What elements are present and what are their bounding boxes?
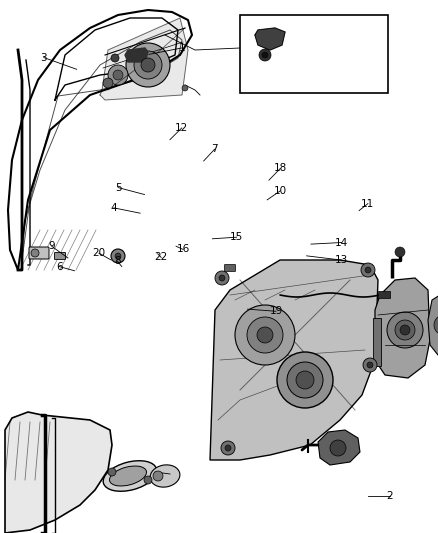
Text: 18: 18: [274, 164, 287, 173]
Circle shape: [113, 70, 123, 80]
Circle shape: [287, 362, 323, 398]
Text: 12: 12: [175, 123, 188, 133]
Text: 8: 8: [114, 256, 121, 266]
Polygon shape: [318, 430, 360, 465]
Circle shape: [400, 325, 410, 335]
Circle shape: [262, 52, 268, 58]
Circle shape: [296, 371, 314, 389]
Ellipse shape: [150, 465, 180, 487]
Circle shape: [103, 78, 113, 88]
Circle shape: [182, 85, 188, 91]
Text: 11: 11: [361, 199, 374, 208]
Text: 22: 22: [155, 253, 168, 262]
Circle shape: [219, 275, 225, 281]
Circle shape: [141, 58, 155, 72]
Text: 14: 14: [335, 238, 348, 247]
Text: 2: 2: [386, 491, 393, 500]
Text: 10: 10: [274, 186, 287, 196]
Text: 16: 16: [177, 245, 190, 254]
Text: 7: 7: [211, 144, 218, 154]
Text: 19: 19: [269, 306, 283, 316]
Circle shape: [126, 43, 170, 87]
Circle shape: [144, 476, 152, 484]
Circle shape: [134, 51, 162, 79]
Polygon shape: [255, 28, 285, 50]
Text: 5: 5: [115, 183, 122, 192]
Circle shape: [363, 358, 377, 372]
Circle shape: [395, 247, 405, 257]
Circle shape: [31, 249, 39, 257]
Circle shape: [225, 445, 231, 451]
Text: 3: 3: [40, 53, 47, 62]
Polygon shape: [210, 260, 378, 460]
Polygon shape: [125, 48, 148, 62]
Bar: [373, 318, 381, 366]
Ellipse shape: [110, 466, 146, 486]
Circle shape: [153, 471, 163, 481]
Text: 15: 15: [230, 232, 243, 242]
Circle shape: [259, 49, 271, 61]
Circle shape: [221, 441, 235, 455]
Circle shape: [387, 312, 423, 348]
Text: 13: 13: [335, 255, 348, 265]
Polygon shape: [375, 278, 430, 378]
Circle shape: [115, 253, 121, 259]
Bar: [378, 291, 390, 298]
FancyBboxPatch shape: [225, 264, 236, 271]
Polygon shape: [100, 18, 188, 100]
Circle shape: [367, 362, 373, 368]
Ellipse shape: [103, 461, 157, 491]
Text: 9: 9: [48, 241, 55, 251]
Circle shape: [330, 440, 346, 456]
Circle shape: [111, 54, 119, 62]
Circle shape: [395, 320, 415, 340]
Circle shape: [247, 317, 283, 353]
Polygon shape: [5, 412, 112, 533]
Text: 4: 4: [110, 203, 117, 213]
Circle shape: [277, 352, 333, 408]
Bar: [240, 15, 388, 93]
Text: 6: 6: [56, 262, 63, 271]
Circle shape: [215, 271, 229, 285]
Circle shape: [111, 249, 125, 263]
FancyBboxPatch shape: [54, 253, 66, 260]
Circle shape: [108, 65, 128, 85]
Circle shape: [361, 263, 375, 277]
Polygon shape: [428, 295, 438, 355]
Circle shape: [434, 315, 438, 335]
Circle shape: [108, 468, 116, 476]
FancyBboxPatch shape: [29, 247, 49, 259]
Text: 1: 1: [178, 43, 185, 53]
Circle shape: [235, 305, 295, 365]
Circle shape: [257, 327, 273, 343]
Circle shape: [365, 267, 371, 273]
Text: 20: 20: [92, 248, 106, 258]
